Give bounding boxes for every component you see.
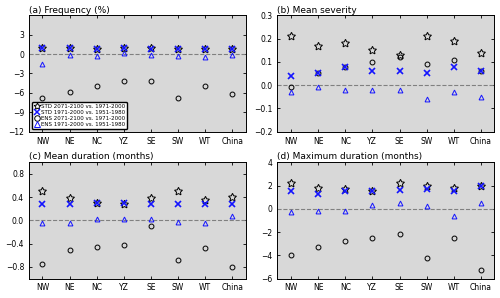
Text: (c) Mean duration (months): (c) Mean duration (months) (29, 153, 154, 162)
Text: (d) Maximum duration (months): (d) Maximum duration (months) (278, 153, 422, 162)
Text: (b) Mean severity: (b) Mean severity (278, 6, 357, 15)
Text: (a) Frequency (%): (a) Frequency (%) (29, 6, 110, 15)
Legend: STD 2071-2100 vs. 1971-2000, STD 1971-2000 vs. 1951-1980, ENS 2071-2100 vs. 1971: STD 2071-2100 vs. 1971-2000, STD 1971-20… (32, 102, 128, 129)
